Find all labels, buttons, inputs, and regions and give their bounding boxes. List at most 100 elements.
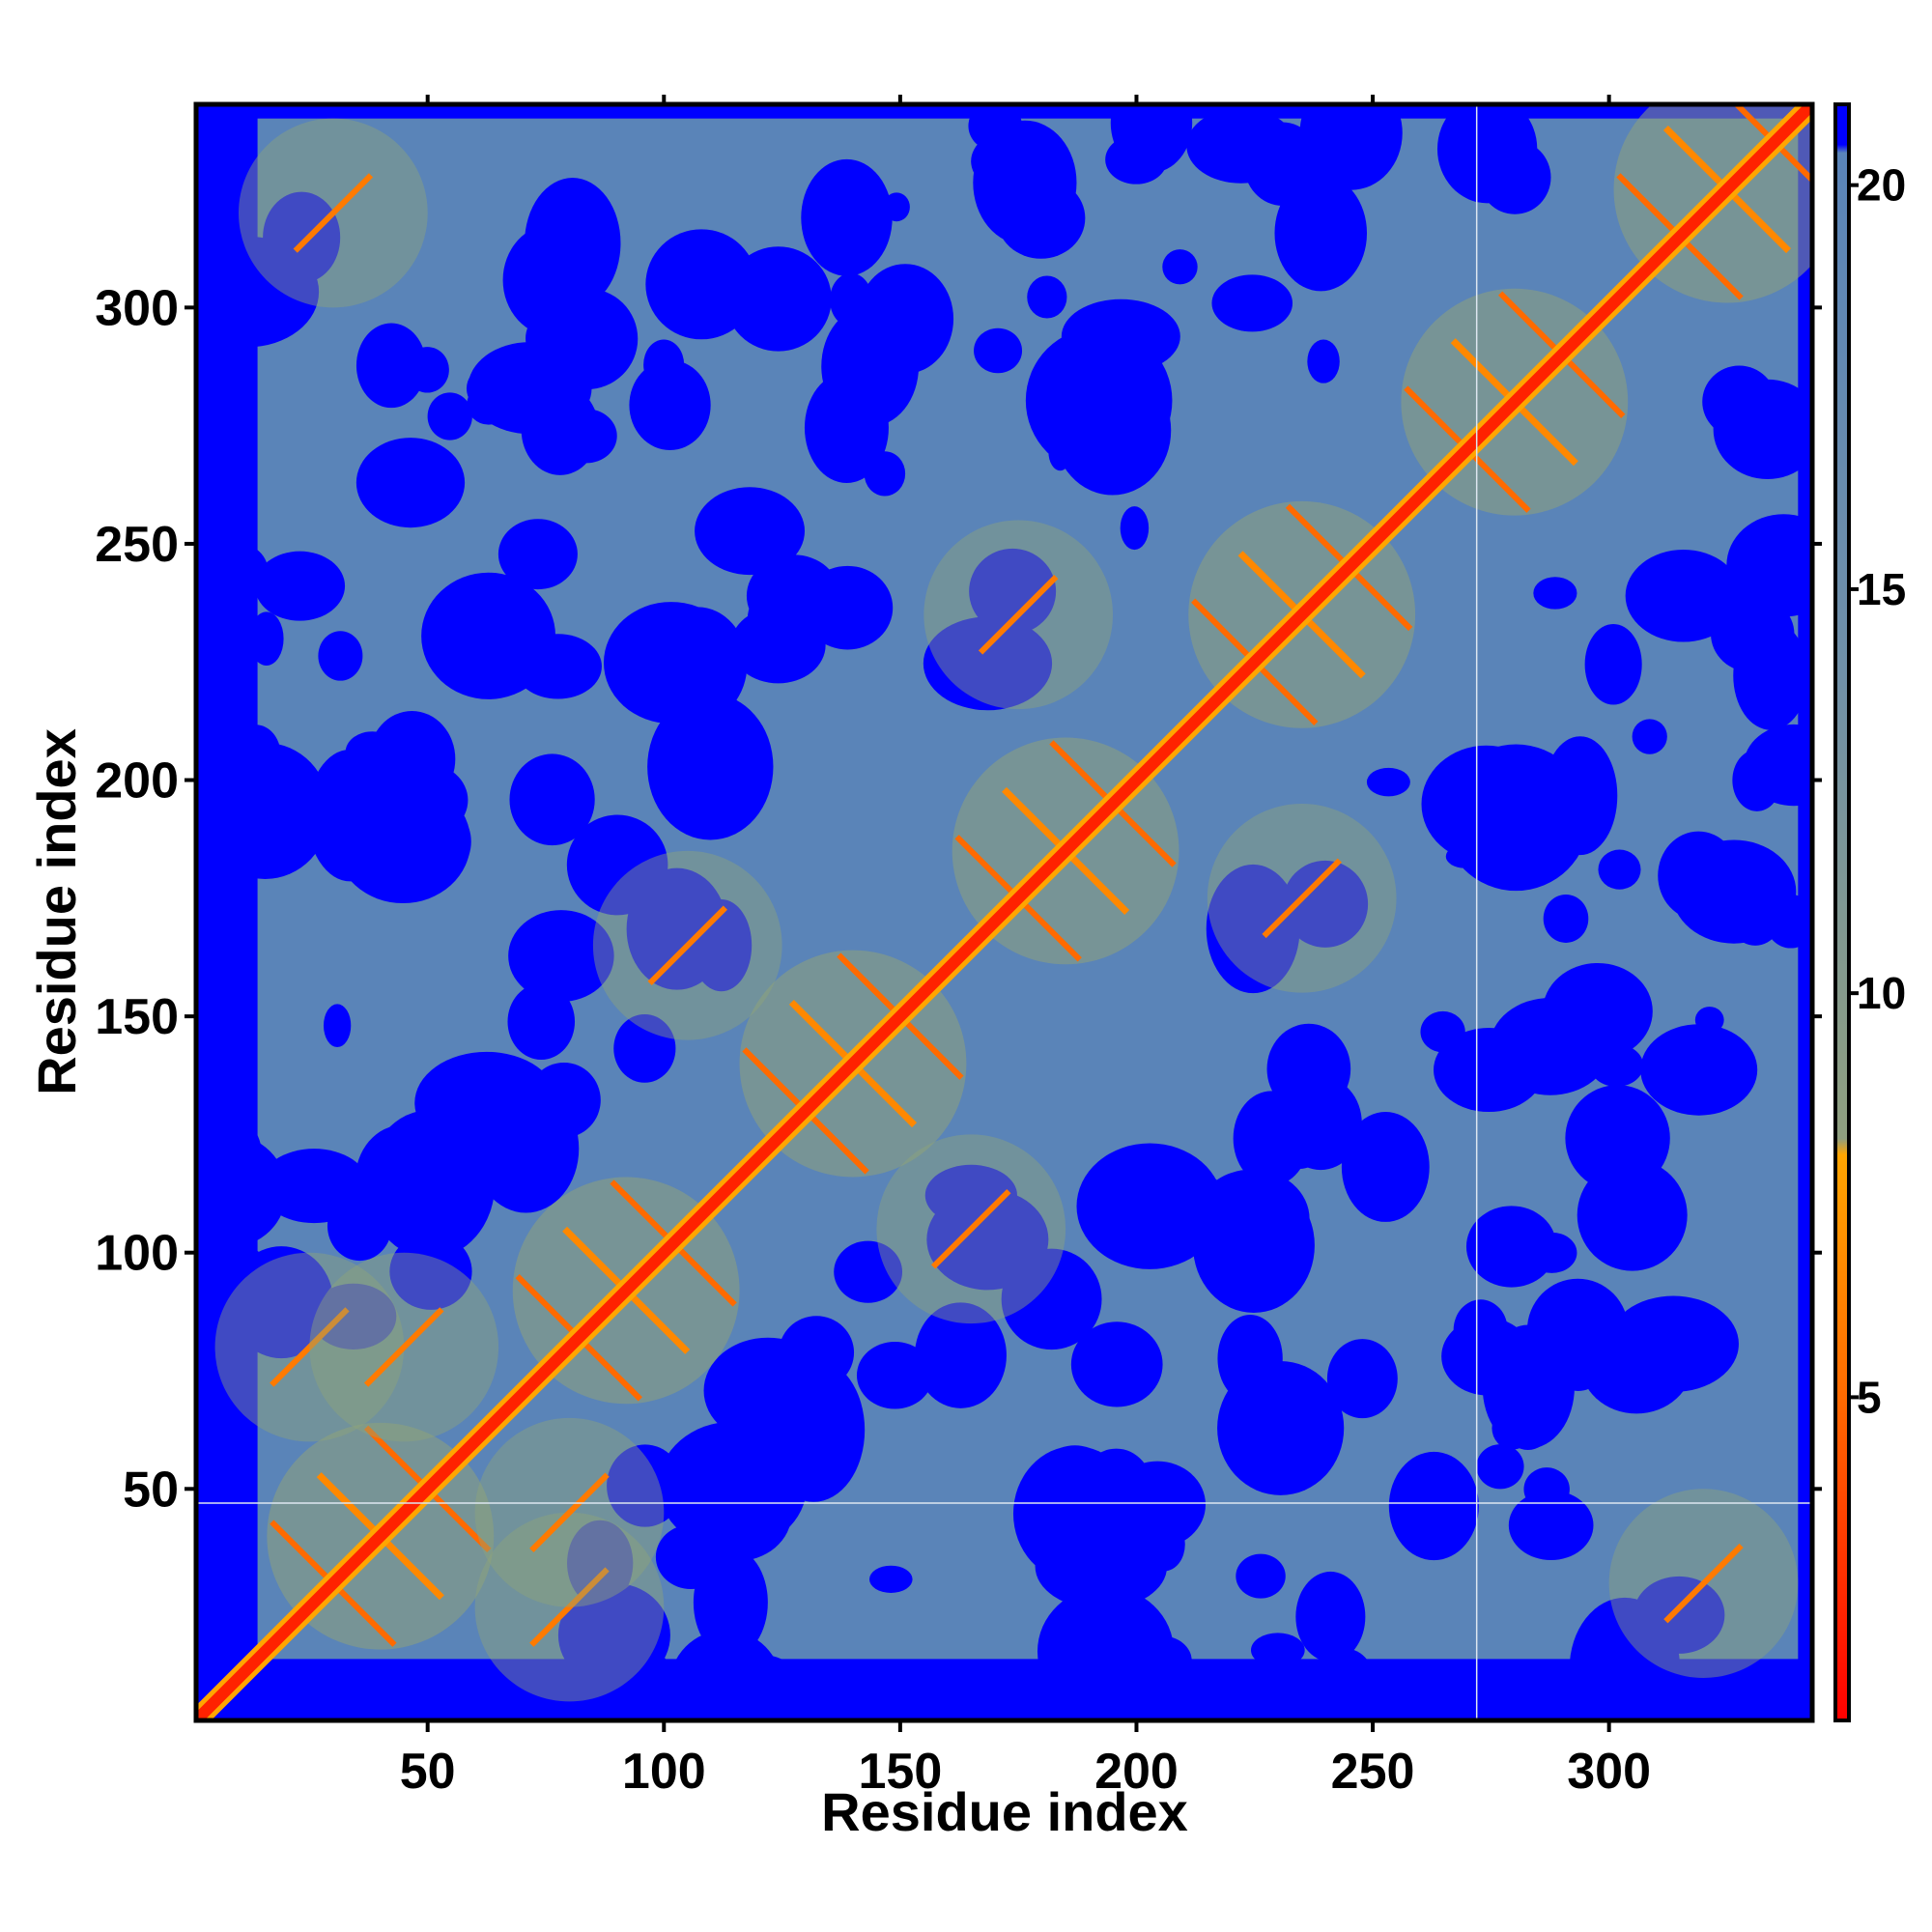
far-region-blob	[1526, 1232, 1577, 1273]
far-region-blob	[1316, 1648, 1377, 1720]
x-tick-label: 150	[858, 1744, 942, 1800]
contact-patch-streak	[293, 173, 374, 253]
x-tick-label: 250	[1331, 1744, 1415, 1800]
y-axis-ticks: 50 100 150 200 250 300	[95, 280, 1822, 1518]
far-region-blob	[643, 339, 685, 390]
far-region-blob	[318, 631, 363, 681]
heatmap-area	[196, 104, 1812, 1720]
far-region-blob	[254, 551, 346, 621]
far-region-blob	[864, 451, 906, 497]
far-region-blob	[1236, 1553, 1286, 1599]
far-region-blob	[196, 1114, 263, 1198]
far-region-blob	[1577, 1159, 1688, 1271]
contact-patch-streak	[978, 575, 1059, 655]
far-region-blob	[1299, 104, 1403, 190]
far-distance-regions	[196, 104, 1812, 1720]
far-region-blob	[1476, 1444, 1524, 1490]
far-region-blob	[685, 726, 737, 776]
far-region-blob	[1307, 339, 1340, 384]
far-region-blob	[1733, 620, 1808, 730]
far-region-blob	[969, 548, 1057, 635]
far-region-blob	[1282, 860, 1369, 948]
colorbar-tick-label: 15	[1857, 564, 1906, 614]
far-region-blob	[691, 899, 753, 992]
plot-frame	[193, 101, 1815, 1723]
far-region-blob	[472, 1084, 580, 1213]
far-region-blob	[345, 731, 400, 773]
y-tick-label: 150	[95, 989, 179, 1045]
x-axis-title: Residue index	[821, 1781, 1188, 1842]
far-region-blob	[355, 323, 427, 409]
far-region-blob	[405, 347, 449, 393]
x-tick-label: 200	[1094, 1744, 1179, 1800]
far-region-blob	[1192, 1178, 1315, 1314]
far-region-blob	[526, 306, 596, 370]
y-tick-label: 300	[95, 280, 179, 336]
far-region-blob	[801, 158, 893, 276]
far-region-blob	[1579, 1311, 1693, 1414]
far-region-blob	[730, 607, 826, 684]
contact-patch-streak	[270, 1307, 350, 1387]
far-region-blob	[355, 1124, 450, 1236]
diagonal-line	[196, 104, 1812, 1720]
far-region-blob	[1211, 274, 1293, 332]
far-region-blob	[1206, 864, 1300, 994]
far-region-blob	[1053, 365, 1172, 496]
contact-patch-streak	[931, 1188, 1011, 1269]
colorbar: 5 10 15 20	[1833, 102, 1906, 1722]
far-region-blob	[1250, 1633, 1305, 1667]
far-region-blob	[780, 1665, 843, 1719]
far-region-blob	[703, 1337, 833, 1444]
far-region-blob	[1584, 623, 1642, 705]
far-region-blob	[249, 611, 284, 667]
far-region-blob	[1569, 1597, 1681, 1720]
far-region-blob	[1598, 849, 1641, 890]
far-region-blob	[497, 519, 578, 590]
far-region-blob	[1547, 1321, 1610, 1391]
far-region-blob	[197, 1073, 251, 1137]
far-region-blob	[1490, 997, 1611, 1095]
far-region-blob	[855, 295, 899, 332]
far-region-blob	[509, 753, 595, 846]
y-tick-label: 250	[95, 517, 179, 573]
contact-patch-streak	[363, 1307, 444, 1387]
far-region-blob	[1132, 1635, 1192, 1686]
x-tick-label: 50	[400, 1744, 456, 1800]
far-region-blob	[603, 602, 739, 724]
colorbar-tick-label: 20	[1857, 160, 1906, 211]
far-region-blob	[1726, 514, 1812, 617]
far-region-blob	[355, 438, 466, 528]
x-tick-label: 100	[622, 1744, 706, 1800]
far-region-blob	[1326, 1339, 1398, 1419]
contact-patch-streak	[647, 905, 728, 985]
far-region-blob	[1625, 549, 1742, 642]
far-region-blob	[1027, 275, 1067, 319]
far-region-blob	[196, 540, 269, 601]
far-region-blob	[466, 370, 496, 407]
far-region-blob	[502, 223, 606, 337]
far-region-blob	[1366, 767, 1410, 797]
far-region-blob	[1420, 1010, 1465, 1053]
reference-lines	[196, 104, 1812, 1720]
far-region-blob	[451, 595, 526, 691]
far-region-blob	[1543, 894, 1589, 943]
far-region-blob	[1001, 1248, 1102, 1350]
far-region-blob	[698, 692, 743, 737]
far-region-blob	[868, 1565, 913, 1594]
colorbar-gradient	[1833, 102, 1851, 1722]
far-region-blob	[1064, 1624, 1119, 1697]
far-region-blob	[1533, 577, 1577, 610]
far-region-blob	[1508, 1490, 1594, 1561]
far-region-blob	[507, 983, 576, 1061]
far-region-blob	[1217, 1315, 1283, 1403]
far-region-blob	[1141, 1179, 1190, 1232]
y-tick-label: 50	[123, 1462, 179, 1518]
far-region-bottom-edge	[196, 1659, 1812, 1720]
x-axis-ticks: 50 100 150 200 250 300	[400, 95, 1651, 1800]
far-region-blob	[914, 1302, 1007, 1408]
far-region-blob	[383, 762, 469, 838]
far-region-blob	[1388, 1451, 1479, 1561]
far-region-blob	[1584, 1017, 1622, 1062]
x-tick-label: 300	[1567, 1744, 1651, 1800]
